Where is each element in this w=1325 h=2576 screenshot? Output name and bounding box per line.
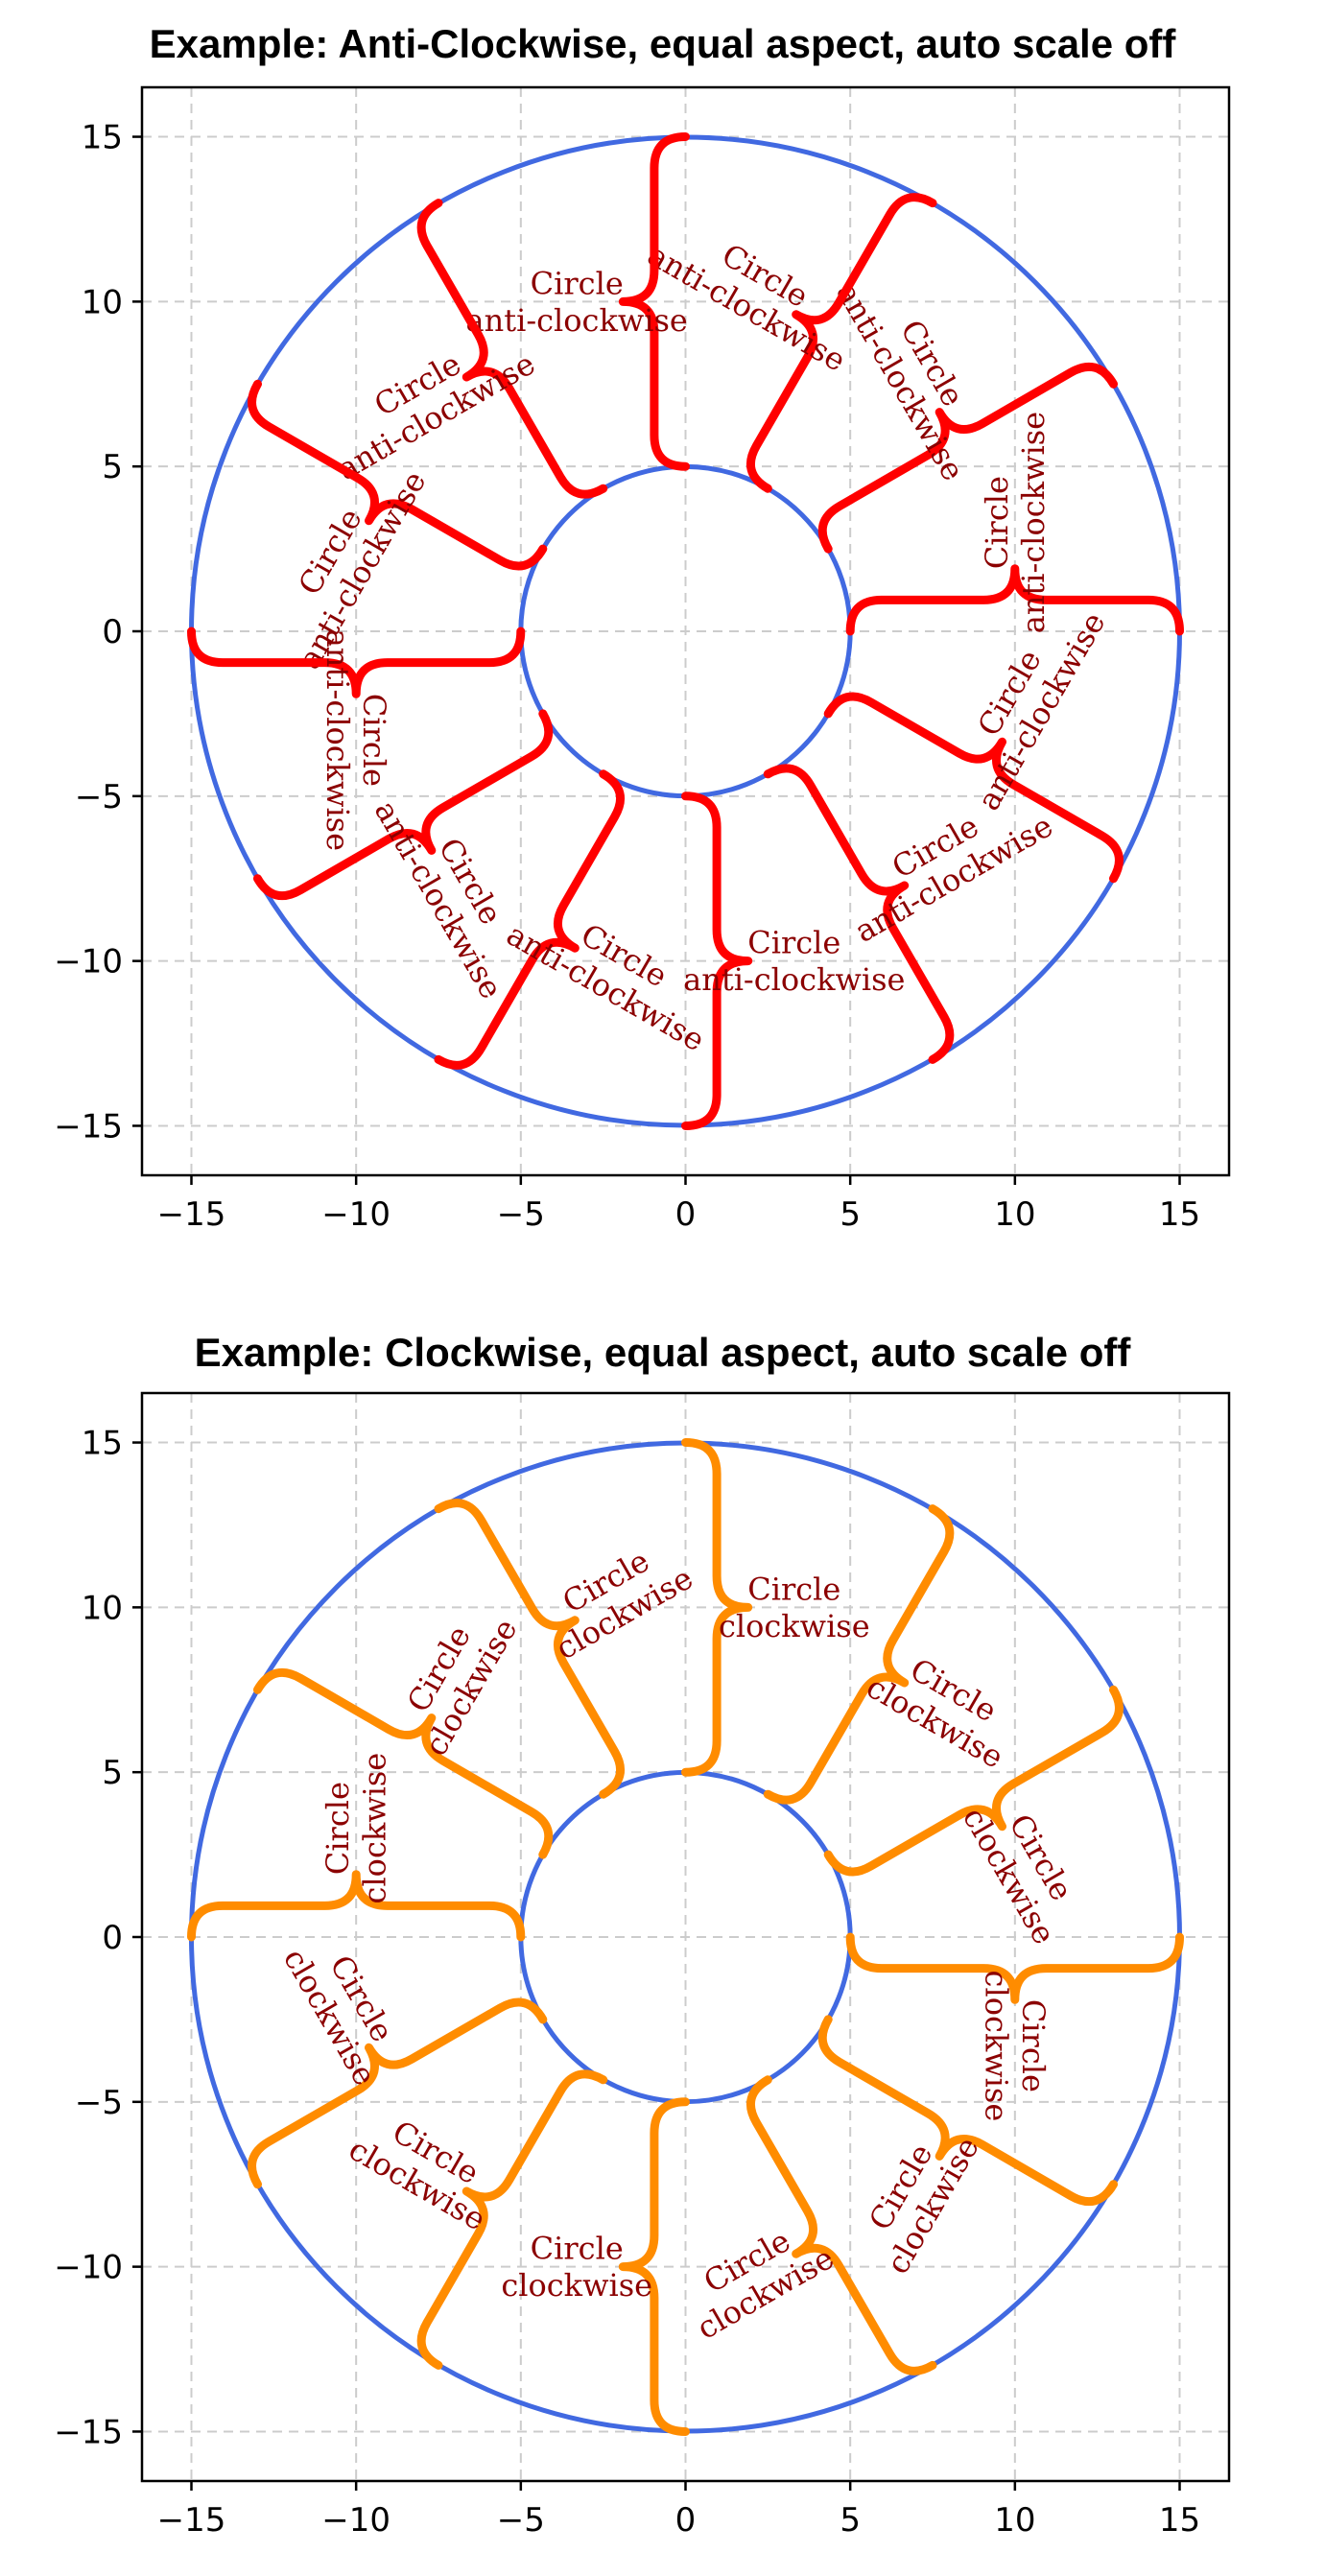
- y-tick-label: 5: [102, 1754, 123, 1792]
- brace-label-line: clockwise: [501, 2267, 652, 2304]
- brace: [823, 1685, 1124, 1877]
- brace: [416, 2069, 608, 2370]
- brace-label: Circleanti-clockwise: [319, 629, 392, 851]
- x-tick-label: 0: [675, 1195, 697, 1234]
- chart-plot-anticlockwise: Circleanti-clockwiseCircleanti-clockwise…: [54, 85, 1231, 1234]
- brace-label-line: Circle: [979, 476, 1015, 569]
- brace: [745, 193, 937, 493]
- braces: CircleclockwiseCircleclockwiseCirclecloc…: [187, 1438, 1184, 2436]
- brace: [618, 132, 690, 471]
- x-tick-label: 15: [1159, 2501, 1200, 2540]
- x-tick-label: 10: [994, 1195, 1035, 1234]
- brace-label-line: Circle: [747, 925, 840, 961]
- x-tick-label: 5: [840, 1195, 861, 1234]
- y-tick-label: −5: [75, 778, 123, 816]
- brace: [745, 2075, 937, 2375]
- x-tick-label: −5: [497, 1195, 545, 1234]
- y-tick-label: −15: [54, 1107, 123, 1146]
- y-tick-label: −10: [54, 2249, 123, 2287]
- brace: [845, 1932, 1184, 2004]
- brace: [187, 1870, 526, 1942]
- y-tick-label: 0: [102, 613, 123, 651]
- brace-label-line: anti-clockwise: [1015, 412, 1052, 633]
- brace: [681, 1438, 753, 1777]
- x-tick-label: −10: [321, 1195, 390, 1234]
- brace: [253, 1667, 554, 1859]
- y-tick-label: −15: [54, 2413, 123, 2451]
- brace-label-line: anti-clockwise: [683, 961, 905, 998]
- chart-plot-clockwise: CircleclockwiseCircleclockwiseCirclecloc…: [54, 1391, 1231, 2540]
- brace-label-line: Circle: [531, 265, 624, 301]
- chart-panel-clockwise: Example: Clockwise, equal aspect, auto s…: [0, 1286, 1325, 2576]
- brace: [434, 1499, 626, 1799]
- brace-label-line: anti-clockwise: [319, 629, 356, 851]
- brace-label-line: Circle: [747, 1571, 840, 1607]
- brace-label-line: anti-clockwise: [466, 302, 688, 339]
- y-tick-label: −5: [75, 2084, 123, 2122]
- brace-label-line: Circle: [531, 2231, 624, 2267]
- y-tick-label: 0: [102, 1919, 123, 1957]
- x-tick-label: 10: [994, 2501, 1035, 2540]
- brace-label: Circleanti-clockwise: [313, 313, 542, 487]
- x-tick-label: 0: [675, 2501, 697, 2540]
- y-tick-label: 15: [82, 119, 123, 157]
- brace-label: Circleanti-clockwise: [979, 412, 1052, 633]
- brace-label-line: clockwise: [978, 1971, 1014, 2122]
- y-tick-label: 15: [82, 1425, 123, 1463]
- brace-label: Circleclockwise: [319, 1753, 392, 1904]
- brace: [763, 1504, 955, 1805]
- brace-label: Circleclockwise: [532, 1527, 699, 1666]
- brace: [416, 199, 608, 499]
- brace-label-line: clockwise: [357, 1753, 393, 1904]
- chart-title: Example: Clockwise, equal aspect, auto s…: [194, 1330, 1131, 1375]
- brace: [817, 2015, 1118, 2207]
- brace-label-line: Circle: [1015, 1999, 1052, 2092]
- y-tick-label: 10: [82, 1589, 123, 1627]
- grid: [142, 1393, 1229, 2481]
- brace-label-line: Circle: [356, 694, 392, 787]
- x-tick-label: 15: [1159, 1195, 1200, 1234]
- brace-label: Circleanti-clockwise: [829, 258, 1004, 487]
- brace: [845, 564, 1184, 636]
- y-tick-label: 5: [102, 448, 123, 486]
- brace: [823, 692, 1124, 884]
- brace-label: Circleclockwise: [956, 1783, 1095, 1950]
- x-tick-label: −15: [157, 2501, 226, 2540]
- brace: [763, 764, 955, 1064]
- x-tick-label: −15: [157, 1195, 226, 1234]
- brace-label-line: Circle: [319, 1782, 356, 1875]
- x-tick-label: 5: [840, 2501, 861, 2540]
- y-tick-label: −10: [54, 943, 123, 981]
- brace: [618, 2097, 690, 2436]
- brace: [253, 709, 554, 901]
- brace-label: Circleanti-clockwise: [830, 775, 1059, 950]
- brace: [248, 379, 548, 571]
- brace: [817, 362, 1118, 554]
- chart-panel-anticlockwise: Example: Anti-Clockwise, equal aspect, a…: [0, 0, 1325, 1286]
- y-tick-label: 10: [82, 283, 123, 321]
- brace-label: Circleclockwise: [847, 2113, 986, 2281]
- brace: [187, 626, 526, 698]
- brace: [681, 792, 753, 1130]
- x-tick-label: −5: [497, 2501, 545, 2540]
- brace-label-line: clockwise: [719, 1608, 870, 1644]
- chart-title: Example: Anti-Clockwise, equal aspect, a…: [149, 21, 1176, 66]
- brace: [248, 1997, 548, 2189]
- brace: [434, 769, 626, 1070]
- x-tick-label: −10: [321, 2501, 390, 2540]
- brace-label: Circleclockwise: [343, 2099, 510, 2238]
- brace-label: Circleanti-clockwise: [367, 776, 542, 1005]
- brace-label: Circleclockwise: [978, 1971, 1051, 2122]
